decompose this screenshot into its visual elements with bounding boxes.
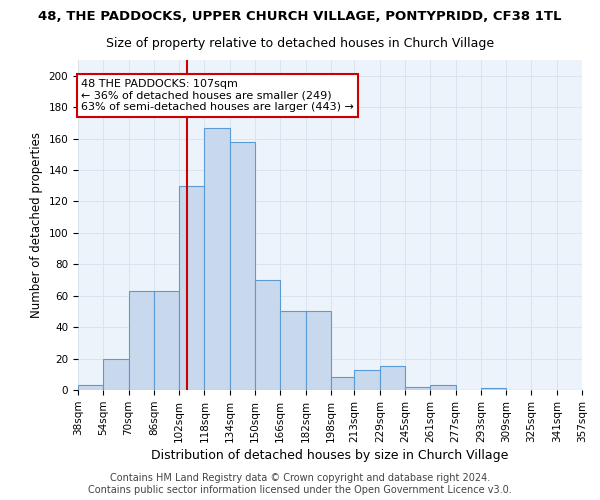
Bar	[481, 388, 506, 390]
X-axis label: Distribution of detached houses by size in Church Village: Distribution of detached houses by size …	[151, 449, 509, 462]
Bar	[154, 291, 179, 390]
Bar	[78, 386, 103, 390]
Bar	[255, 280, 280, 390]
Y-axis label: Number of detached properties: Number of detached properties	[30, 132, 43, 318]
Bar	[355, 370, 380, 390]
Bar	[380, 366, 405, 390]
Bar	[280, 312, 305, 390]
Text: Contains HM Land Registry data © Crown copyright and database right 2024.
Contai: Contains HM Land Registry data © Crown c…	[88, 474, 512, 495]
Bar	[205, 128, 230, 390]
Text: 48, THE PADDOCKS, UPPER CHURCH VILLAGE, PONTYPRIDD, CF38 1TL: 48, THE PADDOCKS, UPPER CHURCH VILLAGE, …	[38, 10, 562, 23]
Bar	[179, 186, 205, 390]
Bar	[331, 378, 355, 390]
Text: 48 THE PADDOCKS: 107sqm
← 36% of detached houses are smaller (249)
63% of semi-d: 48 THE PADDOCKS: 107sqm ← 36% of detache…	[81, 79, 354, 112]
Bar	[405, 387, 430, 390]
Bar	[230, 142, 255, 390]
Bar	[305, 312, 331, 390]
Bar	[128, 291, 154, 390]
Bar	[103, 358, 128, 390]
Bar	[430, 386, 455, 390]
Bar	[582, 387, 600, 390]
Text: Size of property relative to detached houses in Church Village: Size of property relative to detached ho…	[106, 38, 494, 51]
